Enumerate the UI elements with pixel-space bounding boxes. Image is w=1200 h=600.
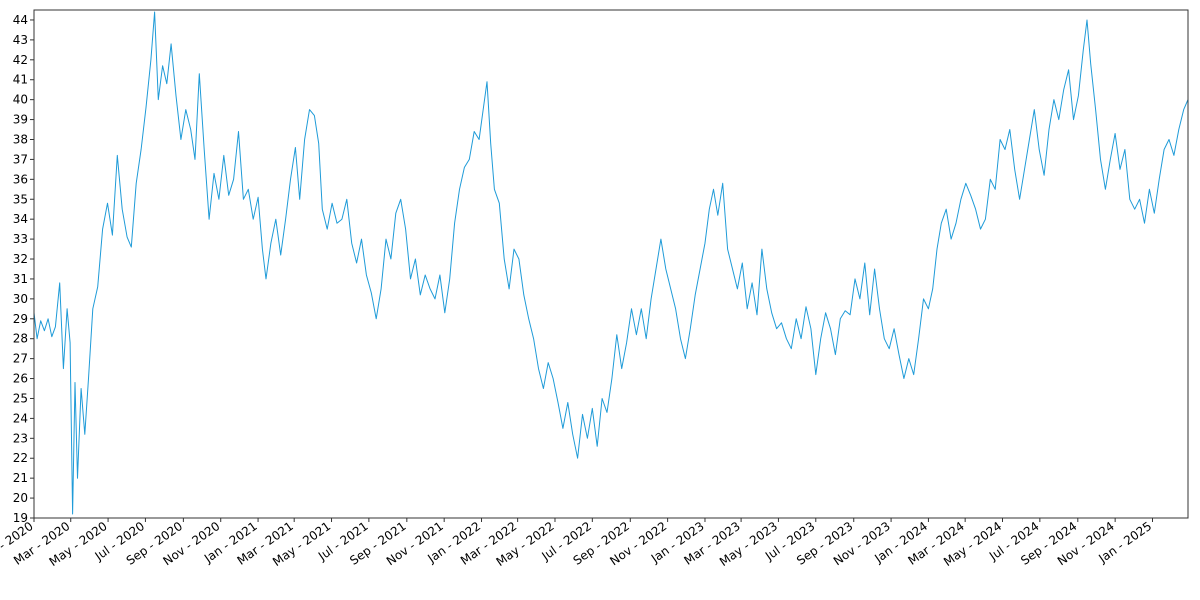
y-tick-label: 36	[13, 172, 28, 186]
y-tick-label: 27	[13, 352, 28, 366]
y-tick-label: 42	[13, 53, 28, 67]
y-tick-label: 40	[13, 93, 28, 107]
y-tick-label: 25	[13, 391, 28, 405]
y-tick-label: 43	[13, 33, 28, 47]
y-tick-label: 31	[13, 272, 28, 286]
y-tick-label: 24	[13, 411, 28, 425]
series-line	[34, 11, 1188, 515]
plot-frame	[33, 9, 1189, 519]
y-tick-label: 26	[13, 372, 28, 386]
y-tick-label: 21	[13, 471, 28, 485]
y-axis: 19 20 21 22 23 24 25 26 27 28 29 30 31 32 33 34 35 36 37 38…	[13, 13, 34, 525]
y-tick-label: 32	[13, 252, 28, 266]
y-tick-label: 22	[13, 451, 28, 465]
y-tick-label: 35	[13, 192, 28, 206]
series-layer	[34, 11, 1188, 515]
y-tick-label: 39	[13, 113, 28, 127]
y-tick-label: 20	[13, 491, 28, 505]
y-tick-label: 38	[13, 132, 28, 146]
y-tick-label: 37	[13, 152, 28, 166]
y-tick-label: 30	[13, 292, 28, 306]
y-tick-label: 23	[13, 431, 28, 445]
y-tick-label: 19	[13, 511, 28, 525]
y-tick-label: 29	[13, 312, 28, 326]
y-tick-label: 33	[13, 232, 28, 246]
y-tick-label: 28	[13, 332, 28, 346]
y-tick-label: 34	[13, 212, 28, 226]
y-tick-label: 41	[13, 73, 28, 87]
y-tick-label: 44	[13, 13, 28, 27]
